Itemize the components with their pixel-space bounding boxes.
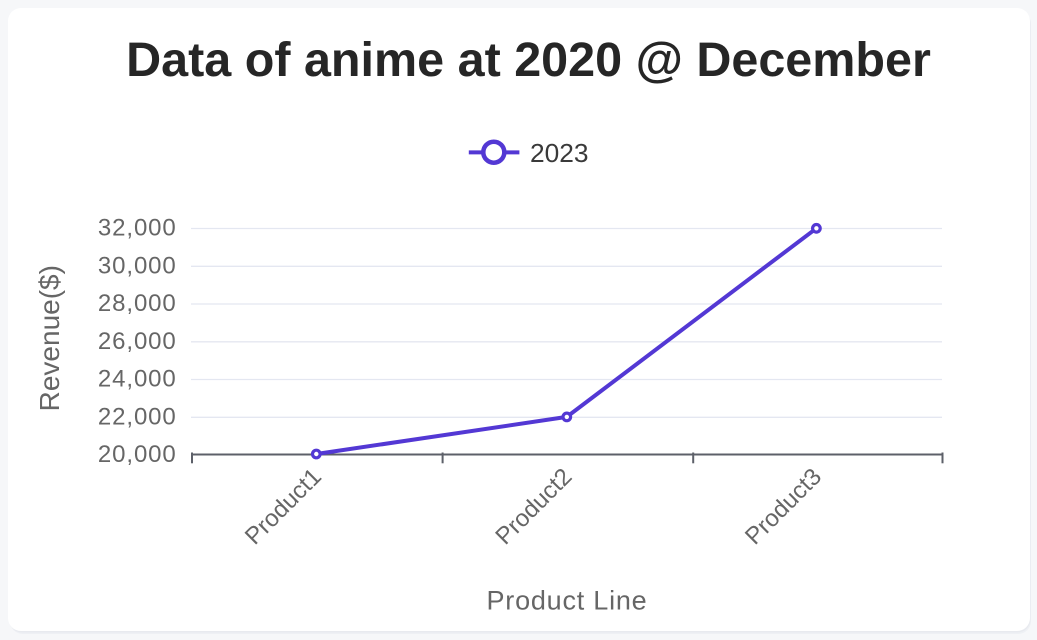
svg-text:Data of anime at 2020 @ Decemb: Data of anime at 2020 @ December xyxy=(126,33,931,87)
svg-text:28,000: 28,000 xyxy=(98,290,177,317)
svg-text:Revenue($): Revenue($) xyxy=(34,265,65,411)
svg-text:22,000: 22,000 xyxy=(98,403,177,430)
svg-text:Product Line: Product Line xyxy=(487,586,648,616)
svg-text:2023: 2023 xyxy=(530,138,589,168)
svg-text:30,000: 30,000 xyxy=(98,252,177,279)
svg-text:32,000: 32,000 xyxy=(98,215,177,242)
svg-text:20,000: 20,000 xyxy=(98,441,177,468)
svg-text:24,000: 24,000 xyxy=(98,366,177,393)
svg-text:26,000: 26,000 xyxy=(98,328,177,355)
